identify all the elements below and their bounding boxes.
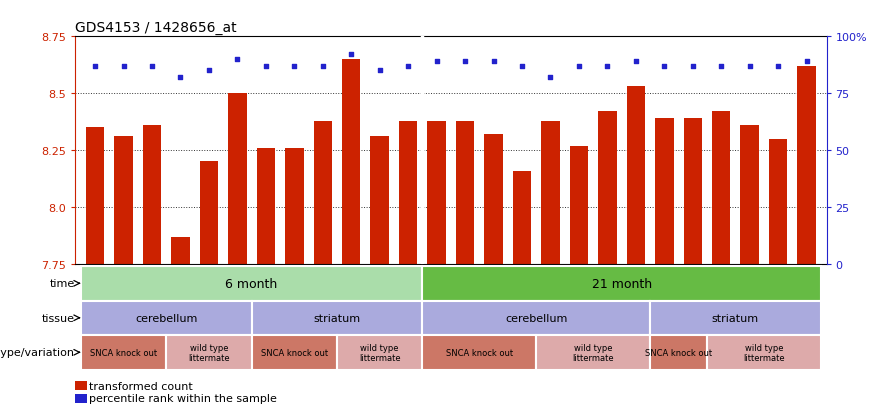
- Text: tissue: tissue: [42, 313, 74, 323]
- Text: wild type
littermate: wild type littermate: [188, 343, 230, 362]
- Text: cerebellum: cerebellum: [505, 313, 568, 323]
- Point: [430, 59, 444, 65]
- Bar: [342, 60, 361, 264]
- Text: SNCA knock out: SNCA knock out: [90, 348, 157, 357]
- Bar: [598, 112, 617, 264]
- Bar: [769, 139, 788, 264]
- Point: [544, 75, 558, 81]
- Bar: [513, 171, 531, 264]
- Point: [572, 64, 586, 70]
- Bar: [537, 335, 650, 370]
- Text: striatum: striatum: [712, 313, 759, 323]
- Bar: [797, 67, 816, 264]
- Text: GDS4153 / 1428656_at: GDS4153 / 1428656_at: [75, 21, 237, 35]
- Bar: [252, 335, 337, 370]
- Bar: [712, 112, 730, 264]
- Point: [373, 68, 387, 75]
- Text: time: time: [50, 279, 74, 289]
- Point: [743, 64, 757, 70]
- Text: 6 month: 6 month: [225, 277, 278, 290]
- Point: [486, 59, 500, 65]
- Bar: [166, 335, 252, 370]
- Text: SNCA knock out: SNCA knock out: [261, 348, 328, 357]
- Bar: [423, 335, 537, 370]
- Bar: [228, 94, 247, 264]
- Bar: [171, 237, 190, 264]
- Point: [145, 64, 159, 70]
- Bar: [86, 128, 104, 264]
- Text: SNCA knock out: SNCA knock out: [645, 348, 713, 357]
- Text: SNCA knock out: SNCA knock out: [446, 348, 513, 357]
- Bar: [456, 121, 475, 264]
- Bar: [142, 126, 161, 264]
- Point: [458, 59, 472, 65]
- Text: cerebellum: cerebellum: [135, 313, 197, 323]
- Bar: [399, 121, 417, 264]
- Point: [259, 64, 273, 70]
- Point: [202, 68, 216, 75]
- Text: transformed count: transformed count: [89, 381, 193, 391]
- Point: [686, 64, 700, 70]
- Text: genotype/variation: genotype/variation: [0, 347, 74, 357]
- Point: [799, 59, 813, 65]
- Bar: [484, 135, 503, 264]
- Bar: [114, 137, 133, 264]
- Point: [117, 64, 131, 70]
- Bar: [80, 335, 166, 370]
- Bar: [370, 137, 389, 264]
- Text: 21 month: 21 month: [591, 277, 652, 290]
- Text: wild type
littermate: wild type littermate: [572, 343, 614, 362]
- Text: percentile rank within the sample: percentile rank within the sample: [89, 393, 278, 403]
- Text: striatum: striatum: [314, 313, 361, 323]
- Point: [714, 64, 728, 70]
- Point: [771, 64, 785, 70]
- Bar: [423, 266, 821, 301]
- Point: [88, 64, 103, 70]
- Bar: [650, 301, 821, 335]
- Bar: [337, 335, 423, 370]
- Bar: [707, 335, 821, 370]
- Bar: [427, 121, 446, 264]
- Bar: [569, 146, 588, 264]
- Bar: [541, 121, 560, 264]
- Point: [401, 64, 415, 70]
- Bar: [285, 149, 303, 264]
- Bar: [683, 119, 702, 264]
- Point: [344, 52, 358, 59]
- Point: [316, 64, 330, 70]
- Bar: [256, 149, 275, 264]
- Bar: [80, 266, 423, 301]
- Bar: [741, 126, 759, 264]
- Point: [629, 59, 643, 65]
- Point: [231, 57, 245, 63]
- Point: [600, 64, 614, 70]
- Point: [657, 64, 671, 70]
- Bar: [655, 119, 674, 264]
- Point: [173, 75, 187, 81]
- Bar: [314, 121, 332, 264]
- Bar: [423, 301, 650, 335]
- Point: [287, 64, 301, 70]
- Text: wild type
littermate: wild type littermate: [359, 343, 400, 362]
- Bar: [252, 301, 423, 335]
- Bar: [80, 301, 252, 335]
- Bar: [650, 335, 707, 370]
- Bar: [200, 162, 218, 264]
- Bar: [627, 87, 645, 264]
- Point: [514, 64, 529, 70]
- Text: wild type
littermate: wild type littermate: [743, 343, 785, 362]
